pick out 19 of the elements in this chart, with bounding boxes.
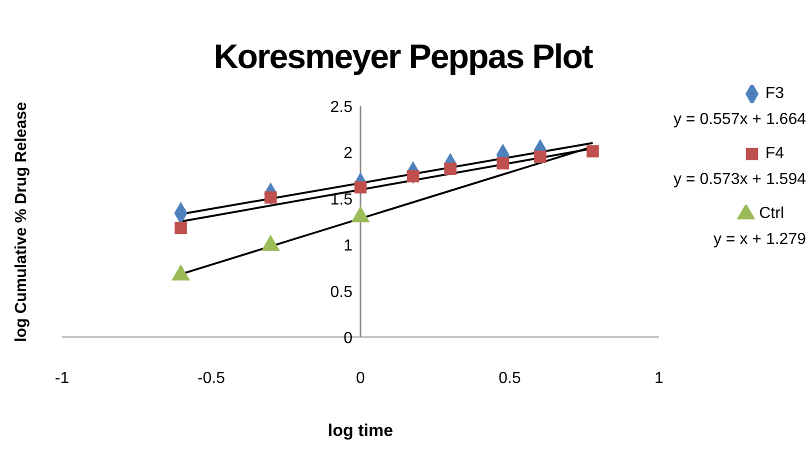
y-tick-label: 0.5 <box>330 284 353 301</box>
y-tick-label: 2 <box>344 145 353 162</box>
y-tick-label: 0 <box>344 330 353 347</box>
y-tick-label: 2.5 <box>330 99 353 116</box>
legend-label: F3 <box>764 84 785 104</box>
x-tick-label: 1 <box>654 370 664 387</box>
x-tick-label: 0.5 <box>498 370 521 387</box>
x-tick-label: -1 <box>54 370 70 387</box>
legend-label: Ctrl <box>758 204 785 224</box>
text: y = x + 1.279 <box>712 230 806 250</box>
x-tick-label: -0.5 <box>197 370 226 387</box>
text: y = 0.557x + 1.664 <box>672 110 806 130</box>
x-tick-label: 0 <box>356 370 366 387</box>
y-axis-title: log Cumulative % Drug Release <box>13 102 31 342</box>
chart-title: Koresmeyer Peppas Plot <box>212 38 594 77</box>
x-axis-title: log time <box>326 421 394 441</box>
y-tick-label: 1 <box>344 238 353 255</box>
legend-label: F4 <box>764 144 785 164</box>
text: y = 0.573x + 1.594 <box>672 170 806 190</box>
